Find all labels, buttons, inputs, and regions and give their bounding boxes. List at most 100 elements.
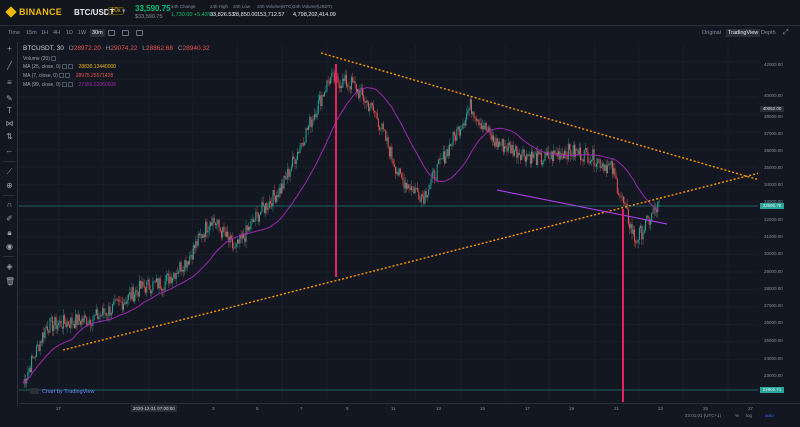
lock-icon[interactable]: 🔒︎: [7, 228, 12, 237]
candle-body: [156, 278, 158, 282]
magnet-icon[interactable]: ∩: [6, 200, 13, 209]
timeframe-15m[interactable]: 15m: [26, 30, 37, 36]
tradingview-brand[interactable]: Chart by TradingView: [30, 388, 94, 395]
candle-body: [478, 119, 480, 125]
candle-body: [78, 314, 80, 322]
settings-icon[interactable]: [50, 56, 56, 61]
binance-logo[interactable]: BINANCE: [5, 6, 62, 18]
candle-body: [467, 110, 469, 114]
candle-body: [48, 330, 50, 333]
candle-body: [251, 219, 253, 222]
price-axis-label: 36000.00: [764, 148, 783, 153]
candle-body: [401, 173, 403, 178]
candle-body: [374, 110, 376, 113]
eye-icon[interactable]: [58, 73, 64, 78]
expand-icon[interactable]: ⤢: [783, 29, 789, 36]
timeframe-30m[interactable]: 30m: [90, 29, 105, 37]
legend-volume[interactable]: Volume (20): [23, 56, 56, 62]
candle-body: [598, 159, 600, 160]
pair-selector[interactable]: BTC/USDT: [74, 8, 115, 17]
timeframe-time[interactable]: Time: [8, 30, 21, 36]
timeframe-1d[interactable]: 1D: [66, 30, 74, 36]
candle-body: [82, 318, 84, 322]
candle-body: [321, 94, 323, 106]
candle-body: [352, 77, 354, 83]
eye-icon[interactable]: [61, 64, 67, 69]
view-depth[interactable]: Depth: [761, 30, 776, 36]
candle-body: [537, 151, 539, 165]
percent-toggle[interactable]: %: [735, 413, 740, 418]
text-icon[interactable]: T: [7, 106, 12, 115]
candle-body: [332, 72, 334, 74]
candle-body: [408, 184, 410, 189]
legend-ma99[interactable]: MA (99, close, 0) 27356.52060606: [23, 82, 117, 88]
candle-body: [549, 158, 551, 160]
time-axis-label: 11: [391, 406, 396, 411]
candle-body: [545, 151, 547, 155]
chevron-down-icon[interactable]: ▾: [122, 8, 126, 15]
candle-body: [561, 153, 563, 154]
zoom-in-icon[interactable]: ⊕: [6, 181, 13, 190]
candle-body: [252, 219, 254, 222]
timeframe-1h[interactable]: 1H: [41, 30, 49, 36]
candle-body: [399, 168, 401, 174]
candle-body: [429, 184, 431, 190]
layers-icon[interactable]: ◈: [6, 262, 13, 271]
time-axis-label: 17: [525, 406, 531, 411]
candle-body: [393, 163, 395, 168]
prediction-icon[interactable]: ⇅: [6, 132, 13, 141]
candle-body: [558, 151, 560, 157]
candle-body: [315, 114, 317, 118]
candle-body: [484, 122, 486, 130]
candle-body: [397, 172, 399, 176]
candle-body: [187, 261, 189, 265]
candle-body: [232, 238, 234, 248]
candle-body: [445, 156, 447, 164]
trash-icon[interactable]: 🗑︎: [5, 277, 16, 286]
price-chart[interactable]: [19, 44, 758, 402]
horizontal-lines-icon[interactable]: ≡: [7, 78, 12, 87]
candle-body: [126, 299, 128, 304]
settings-icon[interactable]: [67, 82, 73, 87]
legend-ma25[interactable]: MA (25, close, 0) 28830.13440000: [23, 64, 117, 70]
candle-body: [202, 234, 204, 239]
price-axis-label: 27000.00: [764, 303, 783, 308]
indicators-icon[interactable]: [122, 30, 129, 36]
candle-body: [495, 138, 497, 147]
fullscreen-icon[interactable]: [136, 30, 143, 36]
candle-body: [412, 186, 414, 188]
chart-toolbar: [0, 27, 800, 41]
candle-body: [624, 203, 626, 204]
ruler-icon[interactable]: ⟋: [6, 167, 13, 176]
brush-icon[interactable]: ✎: [6, 94, 13, 103]
candle-body: [200, 234, 202, 236]
candle-body: [455, 135, 457, 141]
candle-body: [440, 158, 442, 160]
candle-type-icon[interactable]: [108, 30, 115, 36]
trendline-icon[interactable]: ╱: [7, 61, 12, 70]
pattern-icon[interactable]: ⋈: [5, 119, 14, 128]
eye-icon[interactable]: ◉: [6, 242, 13, 251]
candle-body: [576, 149, 578, 151]
legend-ma7[interactable]: MA (7, close, 0) 28975.25571428: [23, 73, 114, 79]
candle-body: [520, 155, 522, 161]
settings-icon[interactable]: [64, 73, 70, 78]
settings-icon[interactable]: [67, 64, 73, 69]
auto-toggle[interactable]: auto: [765, 413, 774, 418]
pencil-lock-icon[interactable]: ✐: [6, 214, 13, 223]
candle-body: [469, 99, 471, 109]
candle-body: [548, 151, 550, 159]
back-arrow-icon[interactable]: ←: [5, 146, 14, 155]
candle-body: [364, 101, 366, 103]
eye-icon[interactable]: [61, 82, 67, 87]
view-tradingview[interactable]: TradingView: [726, 29, 761, 37]
log-toggle[interactable]: log: [746, 413, 753, 418]
candle-body: [466, 113, 468, 120]
candle-body: [195, 241, 197, 249]
view-original[interactable]: Original: [702, 30, 721, 36]
timeframe-4h[interactable]: 4H: [53, 30, 61, 36]
candle-body: [330, 77, 332, 84]
timeframe-1w[interactable]: 1W: [78, 30, 87, 36]
crosshair-icon[interactable]: +: [7, 44, 12, 53]
candle-body: [142, 281, 144, 286]
